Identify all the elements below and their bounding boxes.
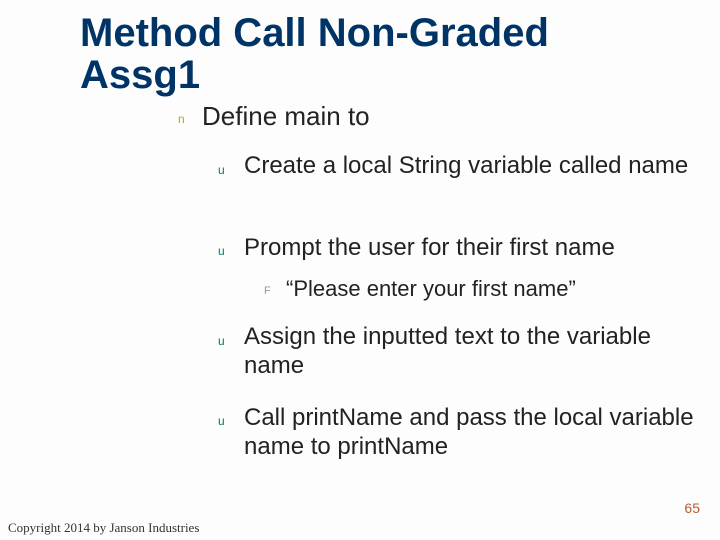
lvl2-text: Call printName and pass the local variab… xyxy=(244,404,704,462)
lvl1-bullet: n xyxy=(178,112,185,126)
lvl1-text: Define main to xyxy=(202,101,370,132)
lvl3-text: “Please enter your first name” xyxy=(286,276,706,302)
lvl2-bullet: u xyxy=(218,244,225,258)
slide-title: Method Call Non-Graded Assg1 xyxy=(80,12,660,96)
copyright-text: Copyright 2014 by Janson Industries xyxy=(8,520,199,536)
lvl2-bullet: u xyxy=(218,163,225,177)
lvl2-bullet: u xyxy=(218,414,225,428)
lvl2-text: Assign the inputted text to the variable… xyxy=(244,323,704,381)
lvl2-bullet: u xyxy=(218,334,225,348)
slide-number: 65 xyxy=(684,500,700,516)
lvl3-bullet: F xyxy=(264,285,271,297)
lvl2-text: Create a local String variable called na… xyxy=(244,152,704,181)
lvl2-text: Prompt the user for their first name xyxy=(244,234,704,263)
